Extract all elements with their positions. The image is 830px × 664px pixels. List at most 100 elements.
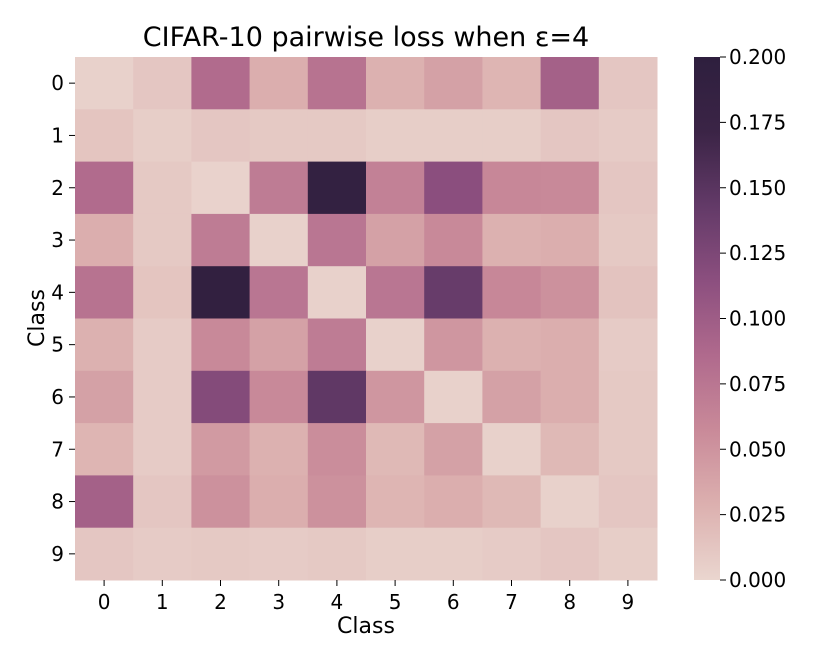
heatmap-cell-2-5: [366, 161, 425, 215]
heatmap-cell-5-9: [598, 318, 658, 372]
heatmap-cell-1-7: [482, 109, 542, 163]
heatmap-cell-6-1: [133, 370, 192, 424]
heatmap-cell-5-3: [249, 318, 309, 372]
heatmap-cell-1-3: [249, 109, 309, 163]
heatmap-cell-8-3: [249, 475, 309, 529]
heatmap-cell-0-9: [598, 57, 658, 110]
colorbar-ticks: 0.000 0.025 0.050 0.075 0.100 0.125 0.150 0.175…: [720, 45, 786, 592]
heatmap-cell-8-6: [424, 475, 483, 529]
heatmap-cell-7-6: [424, 423, 483, 476]
heatmap-cell-7-1: [133, 423, 192, 476]
heatmap-cell-3-5: [366, 213, 425, 267]
heatmap-cell-5-6: [424, 318, 483, 372]
x-tick-label: 1: [156, 590, 169, 614]
heatmap-cell-4-7: [482, 266, 542, 319]
colorbar-tick-label: 0.175: [729, 110, 786, 134]
y-tick-label: 8: [51, 490, 64, 514]
heatmap-cell-2-2: [191, 161, 251, 215]
colorbar-tick-label: 0.000: [729, 568, 786, 592]
y-axis-ticks: 0 1 2 3 4 5 6 7 8 9: [51, 71, 75, 566]
heatmap-cell-6-6: [424, 370, 483, 424]
heatmap-cell-0-5: [366, 57, 425, 110]
heatmap-cell-5-4: [307, 318, 367, 372]
heatmap-cell-6-3: [249, 370, 309, 424]
heatmap-cell-6-4: [307, 370, 367, 424]
heatmap-cell-4-4: [307, 266, 367, 319]
heatmap-cell-0-1: [133, 57, 192, 110]
heatmap-cell-1-4: [307, 109, 367, 163]
x-tick-label: 0: [98, 590, 111, 614]
heatmap-cell-0-6: [424, 57, 483, 110]
heatmap-cell-6-0: [75, 370, 134, 424]
heatmap-cell-0-4: [307, 57, 367, 110]
heatmap-cell-8-8: [540, 475, 600, 529]
heatmap-cell-3-3: [249, 213, 309, 267]
heatmap-cell-2-9: [598, 161, 658, 215]
heatmap-cell-8-4: [307, 475, 367, 529]
heatmap-cell-8-9: [598, 475, 658, 529]
heatmap-cell-0-8: [540, 57, 600, 110]
colorbar-tick-label: 0.025: [729, 503, 786, 527]
heatmap-cell-7-3: [249, 423, 309, 476]
colorbar: [694, 57, 720, 580]
heatmap-cell-9-8: [540, 527, 600, 581]
heatmap-cell-5-7: [482, 318, 542, 372]
heatmap-cell-9-0: [75, 527, 134, 581]
colorbar-tick-label: 0.150: [729, 176, 786, 200]
heatmap-cell-0-3: [249, 57, 309, 110]
x-tick-label: 4: [331, 590, 344, 614]
heatmap-cell-2-8: [540, 161, 600, 215]
heatmap-cell-1-2: [191, 109, 251, 163]
heatmap-cell-4-8: [540, 266, 600, 319]
heatmap-cell-2-0: [75, 161, 134, 215]
heatmap-cell-9-4: [307, 527, 367, 581]
heatmap-cell-2-1: [133, 161, 192, 215]
heatmap-cell-1-9: [598, 109, 658, 163]
heatmap-cell-9-9: [598, 527, 658, 581]
y-axis-label: Class: [25, 289, 50, 347]
heatmap-cell-3-0: [75, 213, 134, 267]
colorbar-tick-label: 0.200: [729, 45, 786, 69]
heatmap-cell-5-2: [191, 318, 251, 372]
heatmap-cell-1-1: [133, 109, 192, 163]
heatmap-cell-5-1: [133, 318, 192, 372]
heatmap-cell-3-6: [424, 213, 483, 267]
x-tick-label: 8: [563, 590, 576, 614]
heatmap-cell-7-2: [191, 423, 251, 476]
heatmap-cell-2-7: [482, 161, 542, 215]
heatmap-cell-7-9: [598, 423, 658, 476]
heatmap-cell-6-7: [482, 370, 542, 424]
heatmap-cell-4-6: [424, 266, 483, 319]
heatmap-cell-6-9: [598, 370, 658, 424]
heatmap-cell-8-7: [482, 475, 542, 529]
heatmap-cell-4-9: [598, 266, 658, 319]
heatmap-cell-7-4: [307, 423, 367, 476]
heatmap-cell-8-1: [133, 475, 192, 529]
heatmap-cell-1-8: [540, 109, 600, 163]
heatmap-cells: [75, 57, 658, 581]
heatmap-cell-6-2: [191, 370, 251, 424]
x-tick-label: 7: [505, 590, 518, 614]
heatmap-cell-7-5: [366, 423, 425, 476]
heatmap-cell-4-1: [133, 266, 192, 319]
heatmap-cell-5-0: [75, 318, 134, 372]
heatmap-cell-5-8: [540, 318, 600, 372]
heatmap-cell-3-7: [482, 213, 542, 267]
chart-title: CIFAR-10 pairwise loss when ε=4: [143, 22, 589, 53]
heatmap-cell-6-8: [540, 370, 600, 424]
heatmap-cell-3-2: [191, 213, 251, 267]
heatmap-cell-9-1: [133, 527, 192, 581]
heatmap-cell-7-0: [75, 423, 134, 476]
heatmap-cell-2-6: [424, 161, 483, 215]
heatmap-cell-0-7: [482, 57, 542, 110]
x-tick-label: 9: [622, 590, 635, 614]
x-tick-label: 6: [447, 590, 460, 614]
heatmap-cell-2-3: [249, 161, 309, 215]
heatmap-cell-4-2: [191, 266, 251, 319]
heatmap-cell-9-3: [249, 527, 309, 581]
colorbar-tick-label: 0.050: [729, 437, 786, 461]
colorbar-tick-label: 0.075: [729, 372, 786, 396]
y-tick-label: 3: [51, 228, 64, 252]
x-axis-label: Class: [337, 614, 395, 639]
